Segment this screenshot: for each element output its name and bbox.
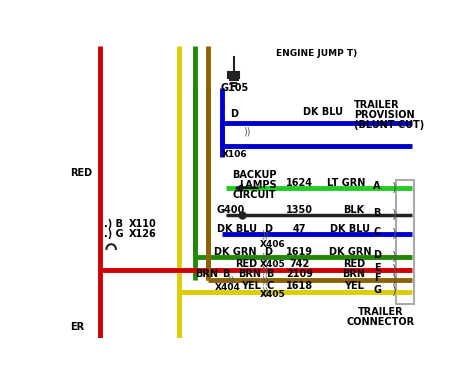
Text: B: B [266, 269, 274, 279]
Bar [396, 180, 414, 304]
Text: 1624: 1624 [286, 178, 313, 188]
Text: 1618: 1618 [286, 281, 313, 291]
Text: F: F [374, 273, 380, 283]
Text: .) B: .) B [104, 219, 123, 229]
Text: X106: X106 [221, 150, 247, 158]
Text: CONNECTOR: CONNECTOR [347, 317, 415, 328]
Text: G400: G400 [216, 204, 245, 215]
Text: X406: X406 [259, 240, 285, 249]
Text: BRN: BRN [342, 269, 365, 279]
Text: G: G [373, 285, 381, 295]
Text: )): )) [261, 276, 268, 285]
Text: )): )) [261, 266, 268, 276]
Text: C: C [266, 281, 273, 291]
Text: )): )) [243, 127, 250, 137]
Text: BRN: BRN [238, 269, 261, 279]
Text: ): ) [392, 285, 396, 299]
Text: D: D [373, 250, 381, 260]
Text: )): )) [261, 252, 268, 262]
Text: ENGINE JUMP T): ENGINE JUMP T) [276, 49, 357, 59]
Text: DK BLU: DK BLU [330, 224, 370, 234]
Text: 1350: 1350 [286, 204, 313, 215]
Text: YEL: YEL [241, 281, 261, 291]
Text: 742: 742 [289, 259, 310, 269]
Text: G105: G105 [220, 82, 248, 93]
Text: C: C [374, 227, 381, 237]
Text: )): )) [261, 229, 268, 239]
Text: )): )) [228, 276, 235, 285]
Text: ): ) [392, 274, 396, 287]
Text: TRAILER: TRAILER [358, 307, 404, 317]
Text: D: D [264, 247, 273, 257]
Text: RED: RED [235, 259, 257, 269]
Text: X404: X404 [215, 283, 241, 292]
Text: .) G: .) G [104, 229, 124, 239]
Text: ER: ER [70, 321, 84, 332]
Text: DK GRN: DK GRN [214, 247, 257, 257]
Text: D: D [264, 224, 273, 234]
Text: B: B [222, 269, 229, 279]
Text: RED: RED [343, 259, 365, 269]
Text: TRAILER: TRAILER [354, 100, 400, 109]
Text: BLK: BLK [343, 204, 365, 215]
Text: CIRCUIT: CIRCUIT [233, 190, 276, 200]
Text: E: E [374, 263, 380, 273]
Text: YEL: YEL [344, 281, 364, 291]
Text: ): ) [392, 209, 396, 222]
Text: DK GRN: DK GRN [328, 247, 371, 257]
Text: 1619: 1619 [286, 247, 313, 257]
Text: X110: X110 [129, 219, 157, 229]
Text: X126: X126 [129, 229, 157, 239]
Text: BRN: BRN [195, 269, 218, 279]
Text: RED: RED [70, 168, 92, 178]
Text: DK BLU: DK BLU [217, 224, 257, 234]
Text: D: D [230, 109, 238, 119]
Text: LT GRN: LT GRN [327, 178, 365, 188]
Text: 47: 47 [293, 224, 306, 234]
Text: BACKUP: BACKUP [232, 170, 276, 180]
Text: 2109: 2109 [286, 269, 313, 279]
Text: B: B [374, 208, 381, 218]
Text: ): ) [392, 264, 396, 277]
Text: PROVISION: PROVISION [354, 109, 414, 119]
Text: DK BLU: DK BLU [303, 107, 343, 117]
Text: A: A [373, 181, 381, 191]
Bar [228, 72, 239, 78]
Text: ): ) [392, 182, 396, 195]
Text: ): ) [392, 228, 396, 241]
Text: X405: X405 [259, 290, 285, 299]
Text: X405: X405 [259, 260, 285, 269]
Text: LAMPS: LAMPS [238, 180, 276, 190]
Text: ): ) [392, 251, 396, 264]
Text: )): )) [261, 287, 268, 297]
Text: (BLUNT CUT): (BLUNT CUT) [354, 120, 424, 130]
